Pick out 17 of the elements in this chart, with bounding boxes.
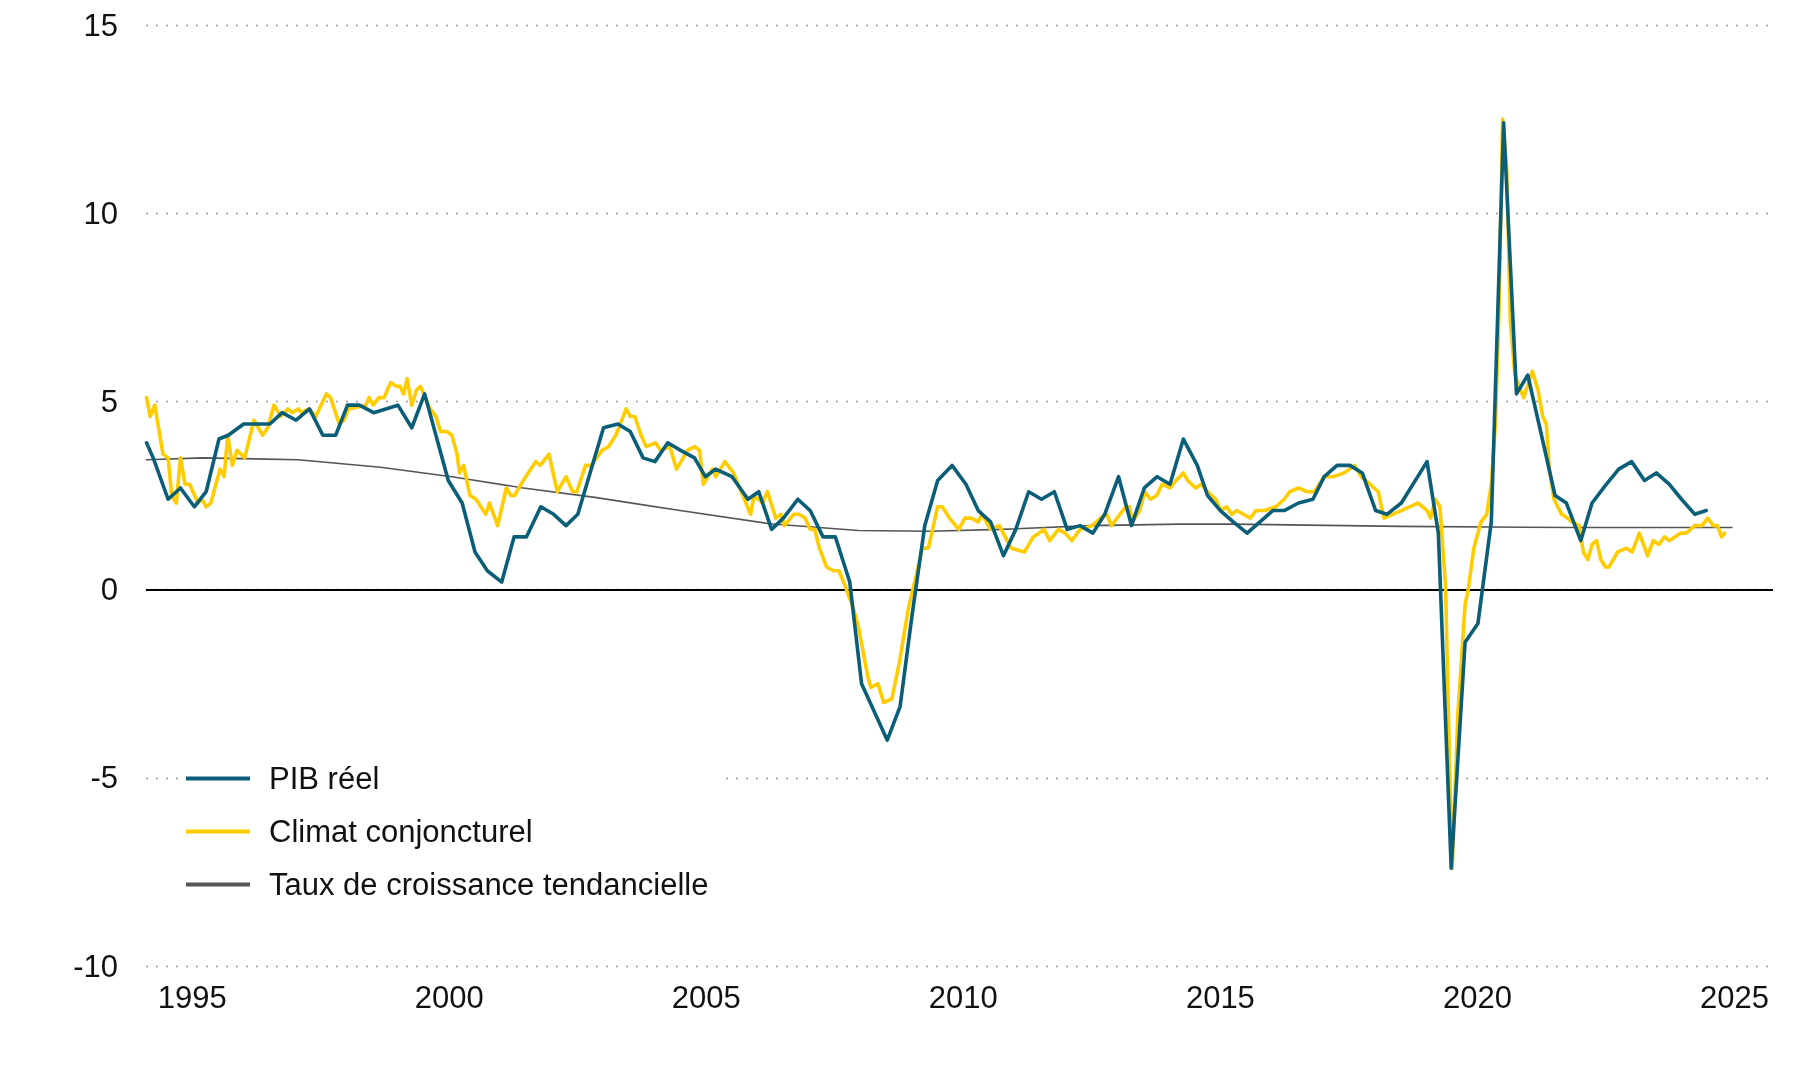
y-tick-label: 5 [100, 383, 118, 419]
x-tick-label: 2010 [928, 980, 998, 1015]
x-tick-label: 2025 [1699, 980, 1769, 1015]
y-tick-label: 10 [83, 195, 118, 231]
x-tick-label: 2015 [1185, 980, 1255, 1015]
x-tick-label: 2000 [414, 980, 484, 1015]
y-tick-label: -10 [73, 948, 118, 984]
x-tick-label: 2020 [1442, 980, 1512, 1015]
y-tick-label: -5 [90, 760, 118, 796]
x-tick-label: 2005 [671, 980, 741, 1015]
legend-label: PIB réel [269, 761, 380, 796]
legend-label: Taux de croissance tendancielle [269, 867, 709, 902]
x-tick-label: 1995 [157, 980, 227, 1015]
y-tick-label: 15 [83, 7, 118, 43]
y-tick-label: 0 [100, 572, 118, 608]
legend-label: Climat conjoncturel [269, 814, 533, 849]
line-series [145, 457, 1733, 533]
